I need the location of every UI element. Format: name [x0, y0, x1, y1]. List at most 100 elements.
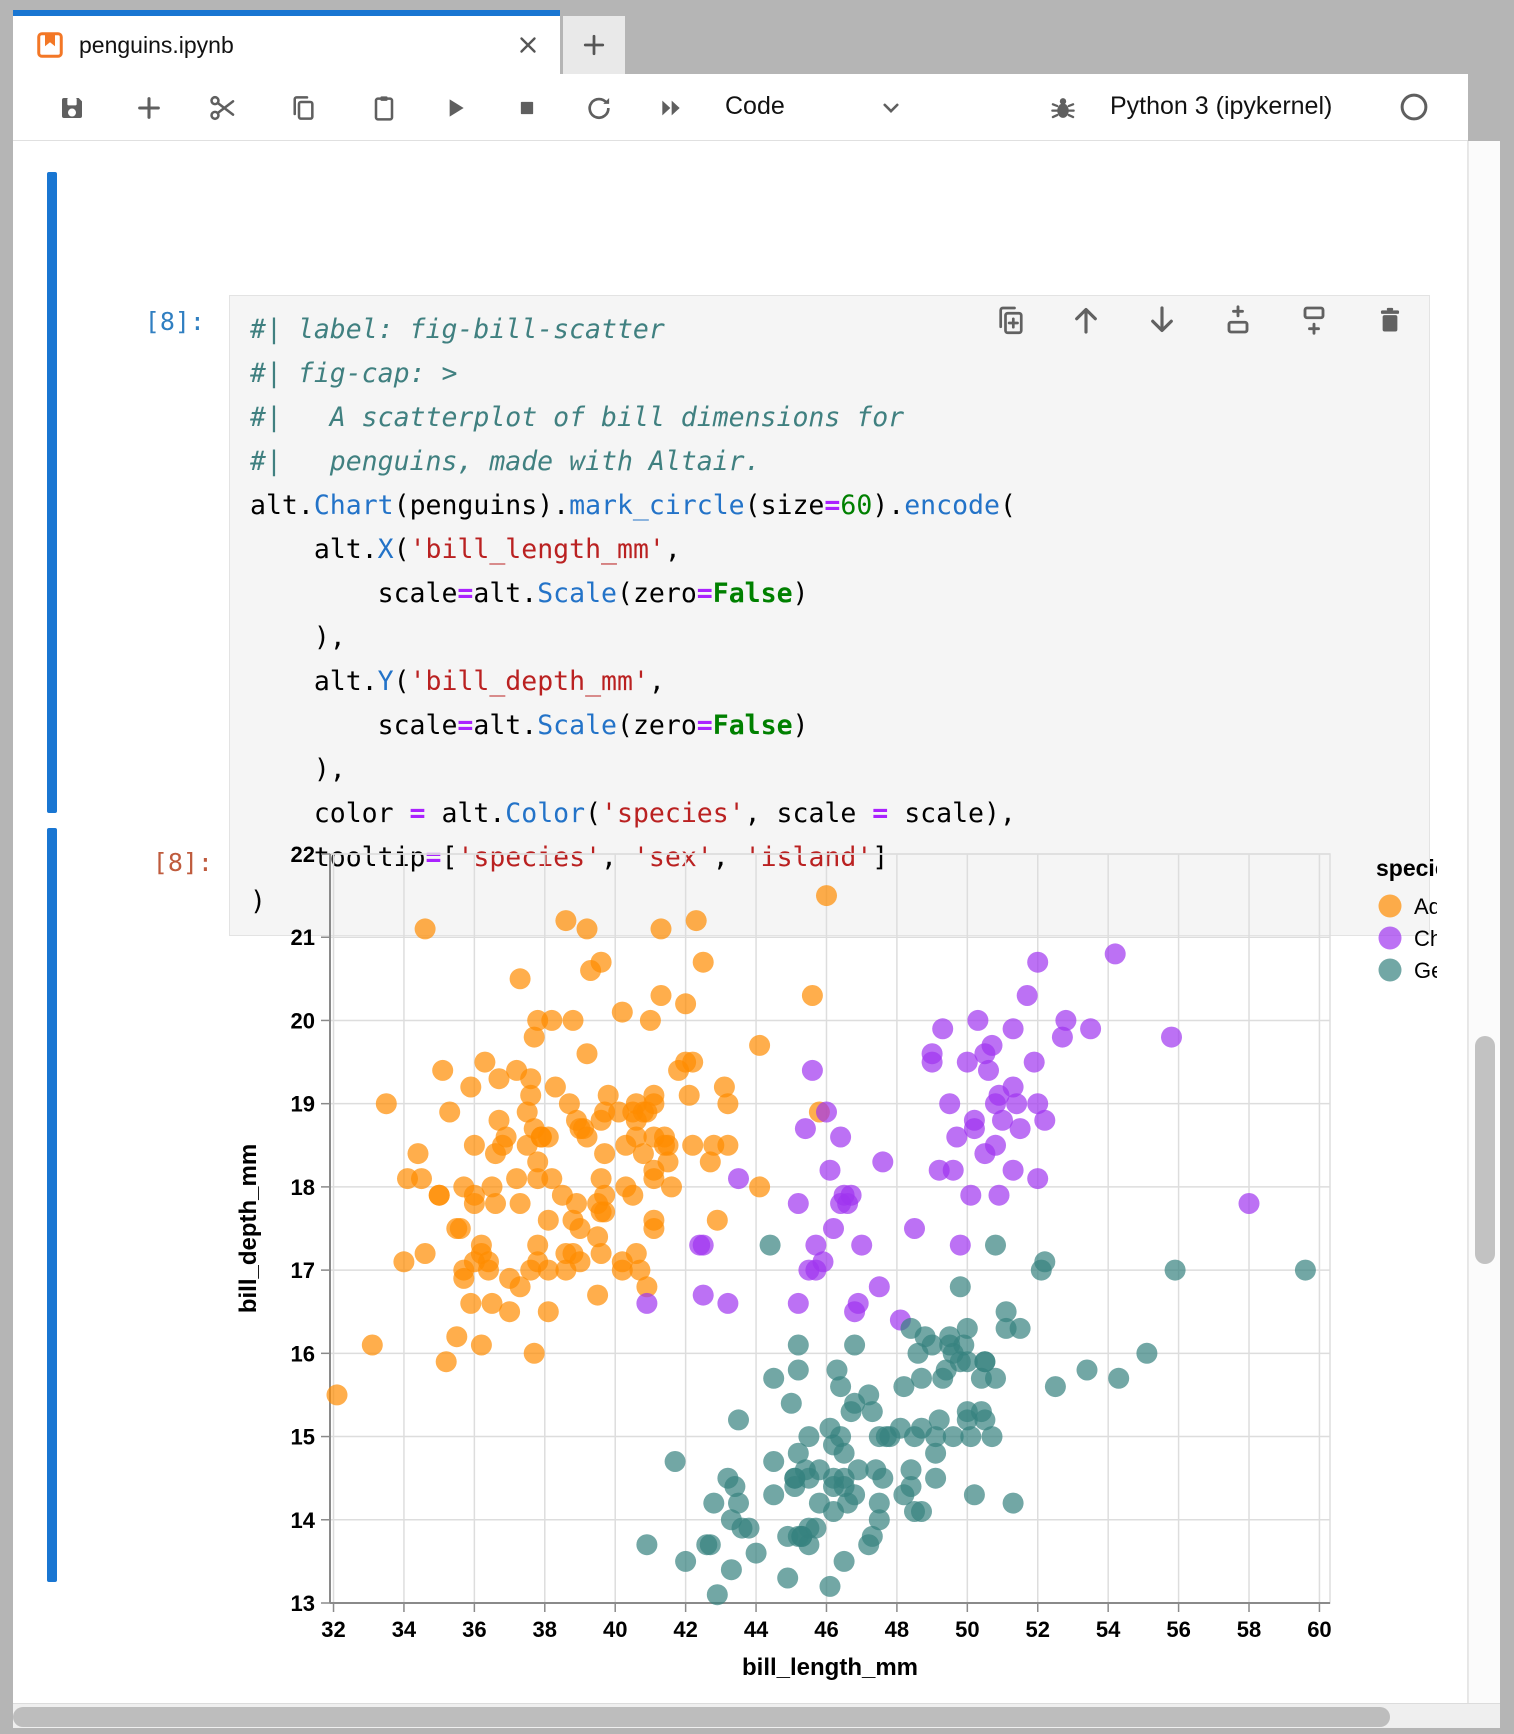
data-point-chinstrap[interactable]: [636, 1292, 658, 1314]
data-point-adelie[interactable]: [558, 1093, 580, 1115]
data-point-adelie[interactable]: [597, 1084, 619, 1106]
data-point-chinstrap[interactable]: [963, 1118, 985, 1140]
data-point-chinstrap[interactable]: [692, 1234, 714, 1256]
data-point-gentoo[interactable]: [858, 1384, 880, 1406]
data-point-adelie[interactable]: [527, 1168, 549, 1190]
data-point-gentoo[interactable]: [960, 1426, 982, 1448]
data-point-chinstrap[interactable]: [728, 1168, 749, 1190]
data-point-chinstrap[interactable]: [932, 1018, 954, 1040]
data-point-adelie[interactable]: [488, 1109, 510, 1131]
vertical-scrollbar-thumb[interactable]: [1475, 1036, 1495, 1264]
data-point-adelie[interactable]: [460, 1292, 482, 1314]
data-point-chinstrap[interactable]: [1238, 1193, 1260, 1214]
active-cell-indicator-output[interactable]: [47, 828, 57, 1582]
data-point-adelie[interactable]: [481, 1292, 503, 1314]
data-point-gentoo[interactable]: [970, 1367, 992, 1389]
data-point-adelie[interactable]: [506, 1168, 528, 1190]
data-point-chinstrap[interactable]: [805, 1234, 827, 1256]
data-point-adelie[interactable]: [411, 1168, 432, 1190]
data-point-gentoo[interactable]: [974, 1351, 996, 1373]
data-point-adelie[interactable]: [636, 1276, 658, 1298]
data-point-chinstrap[interactable]: [1027, 951, 1049, 973]
data-point-adelie[interactable]: [537, 1301, 559, 1323]
data-point-chinstrap[interactable]: [805, 1259, 827, 1281]
data-point-chinstrap[interactable]: [823, 1218, 844, 1239]
data-point-adelie[interactable]: [453, 1176, 475, 1198]
data-point-chinstrap[interactable]: [921, 1043, 943, 1065]
data-point-gentoo[interactable]: [868, 1509, 890, 1531]
data-point-gentoo[interactable]: [830, 1426, 852, 1448]
data-point-chinstrap[interactable]: [816, 1101, 837, 1123]
data-point-gentoo[interactable]: [703, 1492, 725, 1514]
data-point-gentoo[interactable]: [858, 1534, 880, 1556]
data-point-chinstrap[interactable]: [872, 1151, 894, 1173]
data-point-adelie[interactable]: [650, 985, 672, 1006]
data-point-chinstrap[interactable]: [1023, 1051, 1045, 1073]
data-point-chinstrap[interactable]: [1034, 1109, 1056, 1131]
data-point-gentoo[interactable]: [830, 1376, 852, 1398]
data-point-chinstrap[interactable]: [985, 1134, 1006, 1156]
data-point-adelie[interactable]: [527, 1234, 549, 1256]
data-point-adelie[interactable]: [361, 1334, 383, 1356]
data-point-chinstrap[interactable]: [992, 1109, 1013, 1131]
data-point-gentoo[interactable]: [664, 1451, 686, 1472]
data-point-gentoo[interactable]: [763, 1451, 785, 1472]
data-point-gentoo[interactable]: [699, 1534, 721, 1556]
data-point-chinstrap[interactable]: [946, 1126, 968, 1148]
data-point-chinstrap[interactable]: [1027, 1168, 1049, 1190]
data-point-adelie[interactable]: [639, 1009, 661, 1031]
data-point-gentoo[interactable]: [900, 1476, 922, 1497]
data-point-adelie[interactable]: [643, 1084, 665, 1106]
data-point-adelie[interactable]: [523, 1026, 545, 1048]
data-point-gentoo[interactable]: [844, 1484, 866, 1506]
data-point-gentoo[interactable]: [928, 1409, 950, 1431]
delete-cell-button[interactable]: [1371, 301, 1409, 339]
data-point-adelie[interactable]: [675, 993, 697, 1015]
data-point-adelie[interactable]: [622, 1184, 644, 1206]
data-point-gentoo[interactable]: [823, 1476, 844, 1497]
data-point-chinstrap[interactable]: [1027, 1093, 1049, 1115]
data-point-chinstrap[interactable]: [801, 1059, 823, 1081]
data-point-gentoo[interactable]: [833, 1442, 855, 1464]
data-point-adelie[interactable]: [446, 1326, 468, 1348]
cut-cells-button[interactable]: [205, 90, 241, 126]
insert-cell-below-button[interactable]: [1295, 301, 1333, 339]
data-point-gentoo[interactable]: [981, 1426, 1003, 1448]
data-point-adelie[interactable]: [428, 1184, 450, 1206]
insert-cell-above-button[interactable]: [1219, 301, 1257, 339]
data-point-adelie[interactable]: [657, 1151, 679, 1173]
data-point-gentoo[interactable]: [949, 1276, 971, 1298]
data-point-adelie[interactable]: [661, 1176, 682, 1198]
move-cell-up-button[interactable]: [1067, 301, 1105, 339]
data-point-adelie[interactable]: [682, 1134, 704, 1156]
data-point-adelie[interactable]: [569, 1251, 591, 1273]
data-point-chinstrap[interactable]: [1006, 1093, 1028, 1115]
data-point-adelie[interactable]: [594, 1143, 616, 1165]
data-point-gentoo[interactable]: [798, 1426, 820, 1448]
data-point-adelie[interactable]: [481, 1176, 503, 1198]
data-point-chinstrap[interactable]: [985, 1093, 1006, 1115]
data-point-adelie[interactable]: [816, 885, 837, 907]
data-point-gentoo[interactable]: [1002, 1492, 1024, 1514]
data-point-adelie[interactable]: [460, 1076, 482, 1098]
data-point-gentoo[interactable]: [907, 1342, 929, 1364]
data-point-chinstrap[interactable]: [939, 1093, 961, 1115]
debugger-button[interactable]: [1045, 90, 1081, 126]
data-point-adelie[interactable]: [692, 951, 714, 973]
data-point-adelie[interactable]: [699, 1151, 721, 1173]
data-point-gentoo[interactable]: [1076, 1359, 1098, 1381]
data-point-adelie[interactable]: [509, 1193, 531, 1214]
data-point-adelie[interactable]: [685, 910, 707, 932]
data-point-adelie[interactable]: [611, 1001, 633, 1023]
data-point-chinstrap[interactable]: [978, 1059, 999, 1081]
data-point-gentoo[interactable]: [675, 1550, 697, 1572]
data-point-gentoo[interactable]: [865, 1459, 887, 1481]
data-point-adelie[interactable]: [625, 1093, 647, 1115]
data-point-chinstrap[interactable]: [787, 1292, 809, 1314]
data-point-gentoo[interactable]: [1034, 1251, 1056, 1273]
data-point-gentoo[interactable]: [914, 1326, 936, 1348]
data-point-chinstrap[interactable]: [717, 1292, 739, 1314]
data-point-gentoo[interactable]: [974, 1409, 996, 1431]
data-point-gentoo[interactable]: [787, 1359, 809, 1381]
data-point-adelie[interactable]: [485, 1193, 506, 1214]
